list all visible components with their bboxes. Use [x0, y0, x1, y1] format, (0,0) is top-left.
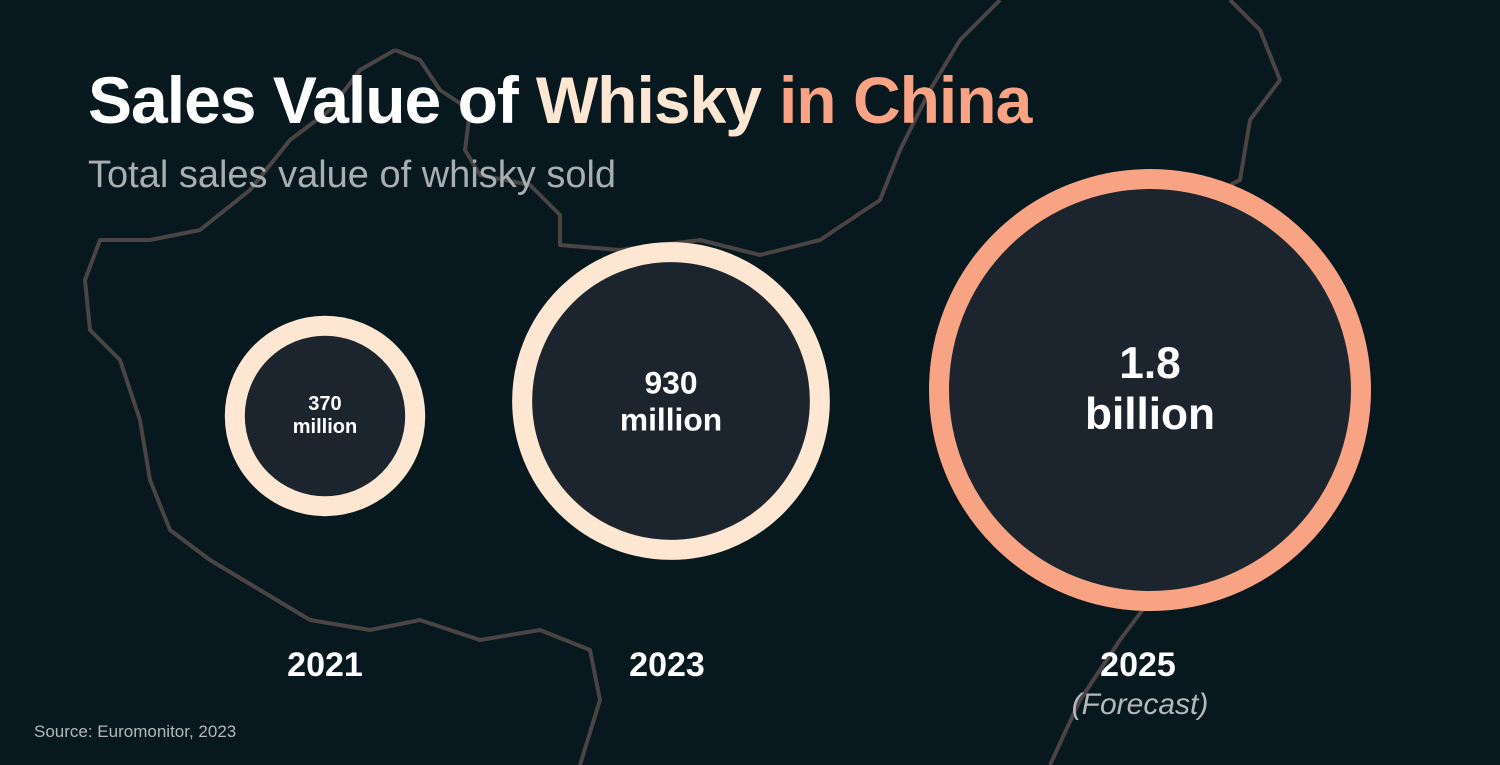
bubble — [224, 315, 426, 517]
category-label: 2021 — [287, 646, 363, 684]
source: Source: Euromonitor, 2023 — [34, 722, 237, 741]
title-part: Sales Value of — [88, 63, 519, 137]
title-part: Whisky — [535, 63, 762, 137]
subtitle: Total sales value of whisky sold — [88, 154, 617, 196]
bubble — [512, 242, 830, 560]
title: Sales Value of Whisky in China — [88, 62, 1049, 138]
title-part: in China — [778, 63, 1032, 137]
category-label: 2023 — [629, 646, 705, 684]
value-label: 370 million — [292, 392, 358, 438]
value-label: 930 million — [619, 364, 723, 437]
value-label: 1.8 billion — [1084, 339, 1216, 439]
category-label: 2025 — [1100, 646, 1176, 684]
annotation: (Forecast) — [1071, 688, 1209, 721]
bubble — [929, 169, 1371, 611]
